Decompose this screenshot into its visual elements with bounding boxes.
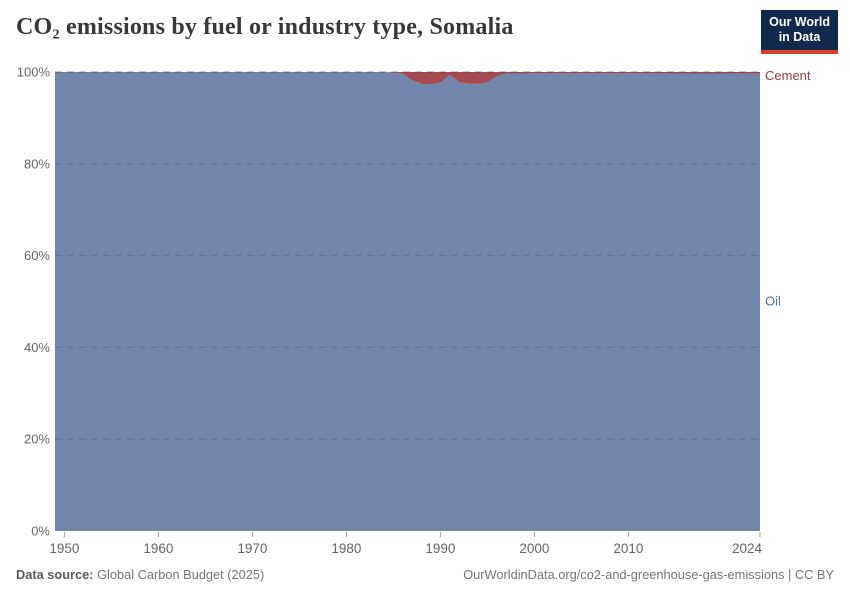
chart-title: CO₂ emissions by fuel or industry type, …	[16, 14, 514, 40]
x-tick-label: 2000	[519, 541, 549, 556]
data-source-value: Global Carbon Budget (2025)	[97, 567, 265, 582]
data-source: Data source: Global Carbon Budget (2025)	[16, 567, 264, 582]
x-tick-label: 2010	[613, 541, 643, 556]
y-tick-label: 0%	[31, 524, 50, 539]
y-tick-label: 60%	[24, 248, 50, 263]
cement-area[interactable]	[384, 72, 760, 85]
x-tick-label: 1970	[237, 541, 267, 556]
cement-series-label: Cement	[765, 68, 811, 83]
owid-logo[interactable]: Our World in Data	[761, 10, 838, 54]
x-tick-label: 1980	[331, 541, 361, 556]
oil-area[interactable]	[55, 72, 760, 531]
y-tick-label: 20%	[24, 432, 50, 447]
y-tick-label: 80%	[24, 156, 50, 171]
footer-link[interactable]: OurWorldinData.org/co2-and-greenhouse-ga…	[463, 567, 834, 582]
x-tick-label: 1960	[143, 541, 173, 556]
x-tick-label: 2024	[732, 541, 763, 556]
owid-logo-line1: Our World	[769, 15, 830, 29]
y-tick-label: 100%	[17, 65, 51, 80]
x-tick-label: 1990	[425, 541, 455, 556]
x-tick-label: 1950	[49, 541, 79, 556]
oil-series-label: Oil	[765, 294, 781, 309]
owid-logo-line2: in Data	[778, 30, 821, 44]
chart-footer: Data source: Global Carbon Budget (2025)…	[16, 567, 834, 582]
data-source-label: Data source:	[16, 567, 94, 582]
y-tick-label: 40%	[24, 340, 50, 355]
